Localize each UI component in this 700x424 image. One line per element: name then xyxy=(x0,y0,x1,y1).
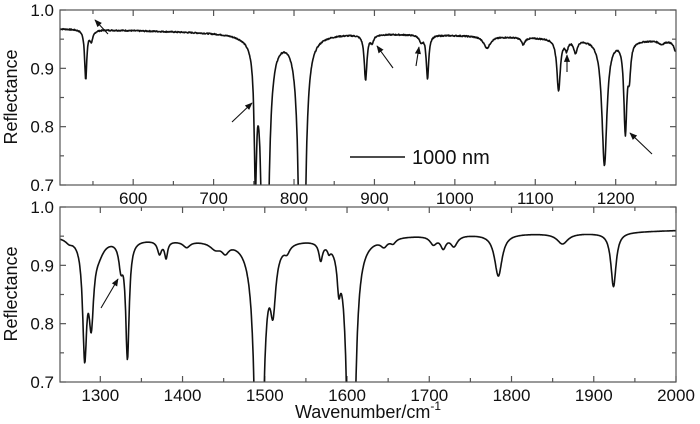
annotation-arrow-icon xyxy=(629,132,653,155)
x-tick-label: 600 xyxy=(119,189,147,208)
x-tick-label: 1500 xyxy=(246,386,284,405)
annotation-arrow-icon xyxy=(231,102,253,123)
x-axis-title: Wavenumber/cm-1 xyxy=(295,399,441,422)
annotation-arrow-icon xyxy=(414,46,421,67)
bottom-spectrum-line xyxy=(60,229,676,382)
x-tick-label: 1300 xyxy=(81,386,119,405)
top-plot-frame xyxy=(59,9,677,186)
annotation-arrow-icon xyxy=(100,278,119,309)
x-tick-label: 700 xyxy=(199,189,227,208)
legend-label: 1000 nm xyxy=(412,147,490,169)
y-tick-label: 0.9 xyxy=(30,256,54,275)
top-axis-tick-labels: 600 700 800 900 1000 1100 1200 0.7 0.8 0.9 1.0 xyxy=(30,1,634,208)
y-tick-label: 0.9 xyxy=(30,59,54,78)
y-tick-label: 0.8 xyxy=(30,315,54,334)
y-tick-label: 0.7 xyxy=(30,373,54,392)
y-tick-label: 0.7 xyxy=(30,176,54,195)
x-tick-label: 1600 xyxy=(328,386,366,405)
annotation-arrow-icon xyxy=(376,45,394,69)
y-tick-label: 0.8 xyxy=(30,118,54,137)
bottom-annotation-arrows xyxy=(100,278,119,309)
x-tick-label: 800 xyxy=(280,189,308,208)
top-panel: 600 700 800 900 1000 1100 1200 0.7 0.8 0.9 1.0 100… xyxy=(1,1,677,208)
x-tick-label: 1900 xyxy=(575,386,613,405)
bottom-axis-tick-labels: 1300 1400 1500 1600 1700 1800 1900 2000 0.7 0.8 0.… xyxy=(30,198,695,405)
x-tick-label: 1800 xyxy=(493,386,531,405)
bottom-y-axis-title: Reflectance xyxy=(1,246,21,341)
top-spectrum-line xyxy=(60,27,676,185)
top-axis-ticks xyxy=(60,9,676,186)
bottom-panel: 1300 1400 1500 1600 1700 1800 1900 2000 0.7 0.8 0.… xyxy=(1,198,695,422)
x-tick-label: 1100 xyxy=(517,189,554,208)
x-tick-label: 1700 xyxy=(410,386,448,405)
x-tick-label: 900 xyxy=(360,189,388,208)
legend: 1000 nm xyxy=(350,147,490,169)
x-tick-label: 1000 xyxy=(436,189,474,208)
x-tick-label: 1200 xyxy=(597,189,635,208)
top-annotation-arrows xyxy=(94,19,653,155)
bottom-plot-frame xyxy=(59,206,677,383)
bottom-axis-ticks xyxy=(60,206,677,383)
annotation-arrow-icon xyxy=(94,19,109,35)
y-tick-label: 1.0 xyxy=(30,1,54,20)
x-tick-label: 1400 xyxy=(164,386,202,405)
top-y-axis-title: Reflectance xyxy=(1,49,21,144)
x-tick-label: 2000 xyxy=(657,386,695,405)
y-tick-label: 1.0 xyxy=(30,198,54,217)
